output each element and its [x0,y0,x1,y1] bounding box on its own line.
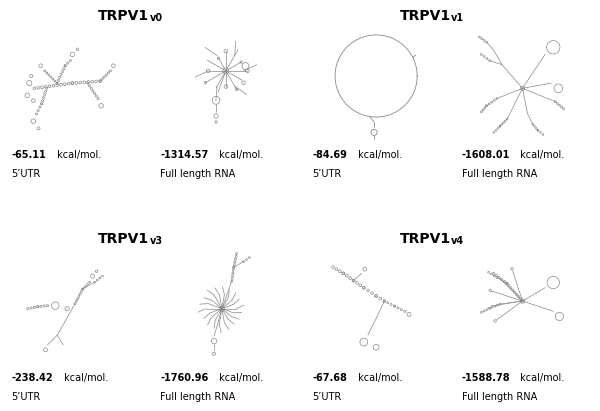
Text: kcal/mol.: kcal/mol. [517,373,565,383]
Text: kcal/mol.: kcal/mol. [517,150,565,160]
Text: Full length RNA: Full length RNA [461,169,537,179]
Text: -1608.01: -1608.01 [461,150,510,160]
Text: TRPV1: TRPV1 [98,232,149,246]
Text: TRPV1: TRPV1 [98,9,149,23]
Text: v3: v3 [149,236,163,246]
Text: kcal/mol.: kcal/mol. [216,373,263,383]
Text: TRPV1: TRPV1 [400,9,451,23]
Text: kcal/mol.: kcal/mol. [355,373,403,383]
Text: kcal/mol.: kcal/mol. [355,150,403,160]
Text: 5’UTR: 5’UTR [11,169,41,179]
Text: v4: v4 [451,236,464,246]
Text: -65.11: -65.11 [11,150,46,160]
Text: -1760.96: -1760.96 [160,373,209,383]
Text: kcal/mol.: kcal/mol. [216,150,263,160]
Text: Full length RNA: Full length RNA [461,393,537,402]
Text: -1588.78: -1588.78 [461,373,510,383]
Text: TRPV1: TRPV1 [400,232,451,246]
Text: v1: v1 [451,14,464,23]
Text: kcal/mol.: kcal/mol. [61,373,108,383]
Text: 5’UTR: 5’UTR [11,393,41,402]
Text: 5’UTR: 5’UTR [313,169,342,179]
Text: Full length RNA: Full length RNA [160,169,236,179]
Text: 5’UTR: 5’UTR [313,393,342,402]
Text: -1314.57: -1314.57 [160,150,209,160]
Text: -67.68: -67.68 [313,373,347,383]
Text: Full length RNA: Full length RNA [160,393,236,402]
Text: kcal/mol.: kcal/mol. [54,150,101,160]
Text: -238.42: -238.42 [11,373,53,383]
Text: -84.69: -84.69 [313,150,347,160]
Text: v0: v0 [149,14,163,23]
